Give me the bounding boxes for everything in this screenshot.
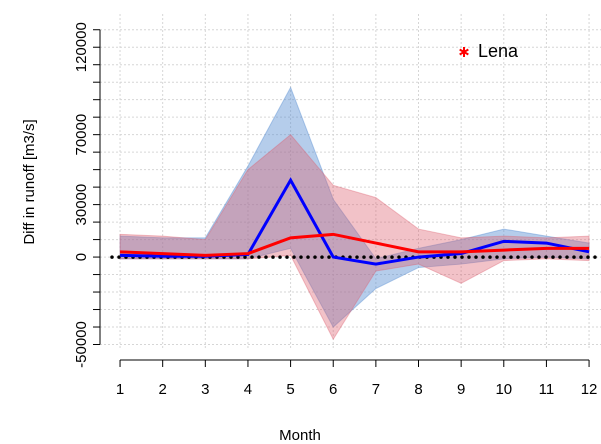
x-tick-label: 10 — [495, 381, 512, 398]
y-axis-label: Diff in runoff [m3/s] — [21, 119, 38, 244]
line — [119, 232, 590, 257]
x-tick-label: 8 — [414, 381, 422, 398]
annotation-marker — [459, 48, 469, 56]
y-tick-label: 0 — [73, 253, 90, 261]
x-tick-label: 12 — [581, 381, 598, 398]
x-tick-label: 2 — [159, 381, 167, 398]
x-tick-label: 6 — [329, 381, 337, 398]
x-tick-label: 4 — [244, 381, 252, 398]
x-axis-label: Month — [279, 427, 321, 444]
y-tick-label: -50000 — [73, 321, 90, 368]
y-tick-label: 30000 — [73, 184, 90, 226]
x-tick-label: 11 — [539, 381, 555, 398]
x-tick-label: 1 — [116, 381, 124, 398]
band — [119, 86, 590, 328]
x-tick-label: 3 — [201, 381, 209, 398]
annotation: Lena — [478, 41, 519, 61]
x-tick-label: 9 — [457, 381, 465, 398]
x-tick-label: 7 — [372, 381, 380, 398]
y-tick-label: 120000 — [73, 22, 90, 72]
band — [119, 133, 590, 341]
x-tick-label: 5 — [286, 381, 294, 398]
y-tick-label: 70000 — [73, 114, 90, 156]
